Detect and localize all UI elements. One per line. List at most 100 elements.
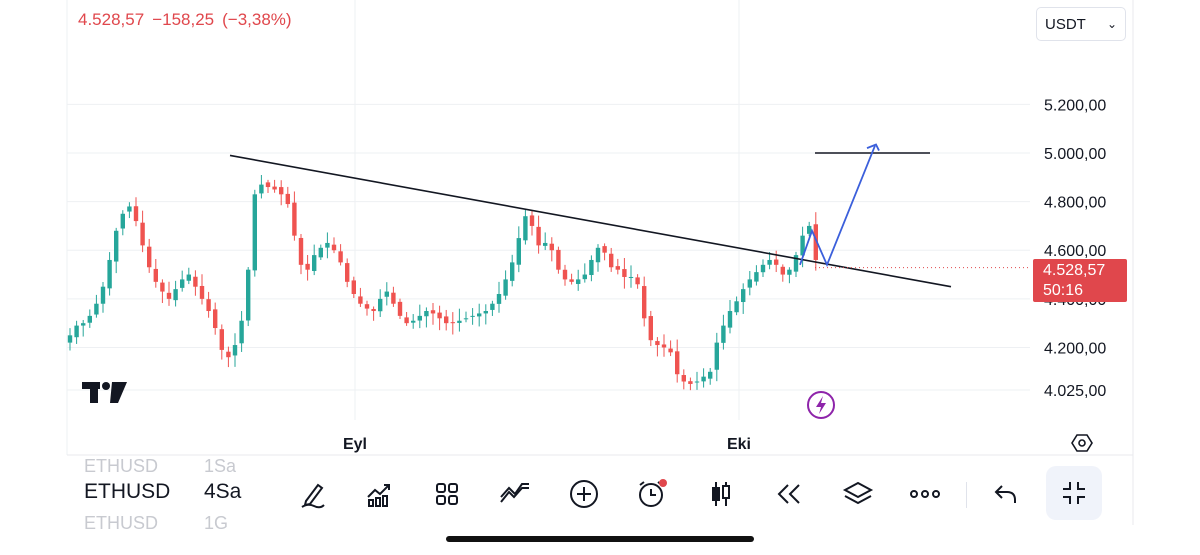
interval-selector[interactable]: 4Sa — [204, 480, 242, 503]
candle-body — [589, 259, 594, 276]
candle-body — [556, 249, 561, 270]
candle-body — [549, 243, 554, 251]
projection-arrowhead — [866, 143, 880, 151]
candle-body — [213, 309, 218, 329]
lightning-icon[interactable] — [806, 390, 836, 425]
candle-body — [582, 274, 587, 280]
candle-body — [180, 279, 185, 288]
candle-body — [140, 222, 145, 246]
candle-body — [483, 311, 488, 314]
candle-body — [490, 303, 495, 310]
candle-body — [543, 242, 548, 246]
candle-body — [417, 315, 422, 321]
candle-body — [186, 274, 191, 281]
candles-icon[interactable] — [699, 472, 743, 516]
bar-countdown: 50:16 — [1043, 282, 1084, 299]
price-quote: 4.528,57 −158,25 (−3,38%) — [78, 10, 300, 30]
candle-body — [279, 187, 284, 195]
undo-icon[interactable] — [984, 472, 1028, 516]
candle-body — [358, 296, 363, 304]
alarm-clock-icon[interactable] — [630, 472, 674, 516]
quote-change-pct: (−3,38%) — [222, 10, 292, 29]
candle-body — [239, 320, 244, 344]
candle-body — [87, 315, 92, 323]
candle-body — [226, 351, 231, 358]
currency-value: USDT — [1045, 15, 1086, 33]
candle-body — [219, 329, 224, 350]
tradingview-logo — [82, 380, 128, 409]
candle-body — [193, 276, 198, 287]
compare-icon[interactable] — [493, 472, 537, 516]
quote-change: −158,25 — [152, 10, 215, 29]
candle-body — [298, 237, 304, 265]
projection-path — [799, 145, 876, 268]
candle-body — [681, 375, 686, 382]
candle-body — [391, 292, 396, 304]
home-indicator — [446, 536, 754, 542]
chevron-down-icon: ⌄ — [1106, 17, 1117, 31]
candle-body — [642, 286, 647, 319]
last-price-tag: 4.528,57 50:16 — [1033, 259, 1127, 302]
candle-body — [384, 291, 389, 297]
candle-body — [813, 224, 818, 260]
grid-icon[interactable] — [425, 472, 469, 516]
currency-select[interactable]: USDT ⌄ — [1036, 7, 1126, 41]
candle-body — [714, 342, 719, 370]
candle-body — [576, 279, 581, 284]
candle-body — [265, 182, 271, 188]
candle-body — [787, 269, 792, 275]
candle-body — [602, 246, 607, 253]
more-icon[interactable] — [903, 472, 947, 516]
quote-price: 4.528,57 — [78, 10, 145, 29]
candle-body — [114, 230, 119, 262]
candle-body — [615, 266, 620, 270]
layers-icon[interactable] — [836, 472, 880, 516]
candle-body — [635, 277, 640, 285]
ghost-interval-below: 1G — [204, 513, 229, 533]
candle-body — [688, 381, 693, 384]
candle-body — [503, 279, 508, 296]
candle-body — [470, 315, 475, 317]
candle-body — [378, 298, 383, 312]
plus-circle-icon[interactable] — [562, 472, 606, 516]
y-tick-label: 4.600,00 — [1044, 243, 1106, 260]
ghost-interval-above: 1Sa — [204, 456, 237, 476]
candle-body — [127, 206, 132, 212]
y-tick-label: 4.800,00 — [1044, 195, 1106, 212]
trendline — [229, 154, 952, 288]
rewind-icon[interactable] — [767, 472, 811, 516]
candle-body — [107, 259, 112, 289]
candle-body — [424, 311, 429, 317]
ghost-symbol-above: ETHUSD — [84, 456, 159, 476]
settings-hex-icon[interactable] — [1071, 432, 1093, 459]
candle-body — [206, 299, 211, 312]
candle-body — [338, 251, 343, 263]
candle-body — [160, 282, 165, 292]
pen-icon[interactable] — [291, 472, 335, 516]
candle-body — [450, 322, 455, 324]
indicators-icon[interactable] — [357, 472, 401, 516]
candle-body — [444, 316, 449, 324]
candle-body — [305, 263, 310, 270]
y-tick-label: 5.000,00 — [1044, 146, 1106, 163]
candle-body — [351, 280, 356, 294]
candle-body — [437, 312, 442, 319]
candle-body — [510, 262, 515, 281]
candle-body — [232, 345, 238, 356]
candle-body — [734, 301, 739, 313]
candle-body — [199, 285, 205, 299]
candle-body — [120, 213, 125, 229]
candle-body — [569, 279, 574, 282]
collapse-icon[interactable] — [1046, 466, 1102, 520]
candle-body — [668, 348, 673, 353]
y-tick-label: 4.200,00 — [1044, 340, 1106, 357]
candle-body — [595, 247, 601, 263]
candle-body — [747, 279, 752, 288]
symbol-selector[interactable]: ETHUSD — [84, 480, 171, 503]
candle-body — [318, 247, 323, 258]
candle-body — [780, 266, 785, 275]
candle-body — [727, 311, 733, 328]
candle-body — [754, 272, 759, 282]
